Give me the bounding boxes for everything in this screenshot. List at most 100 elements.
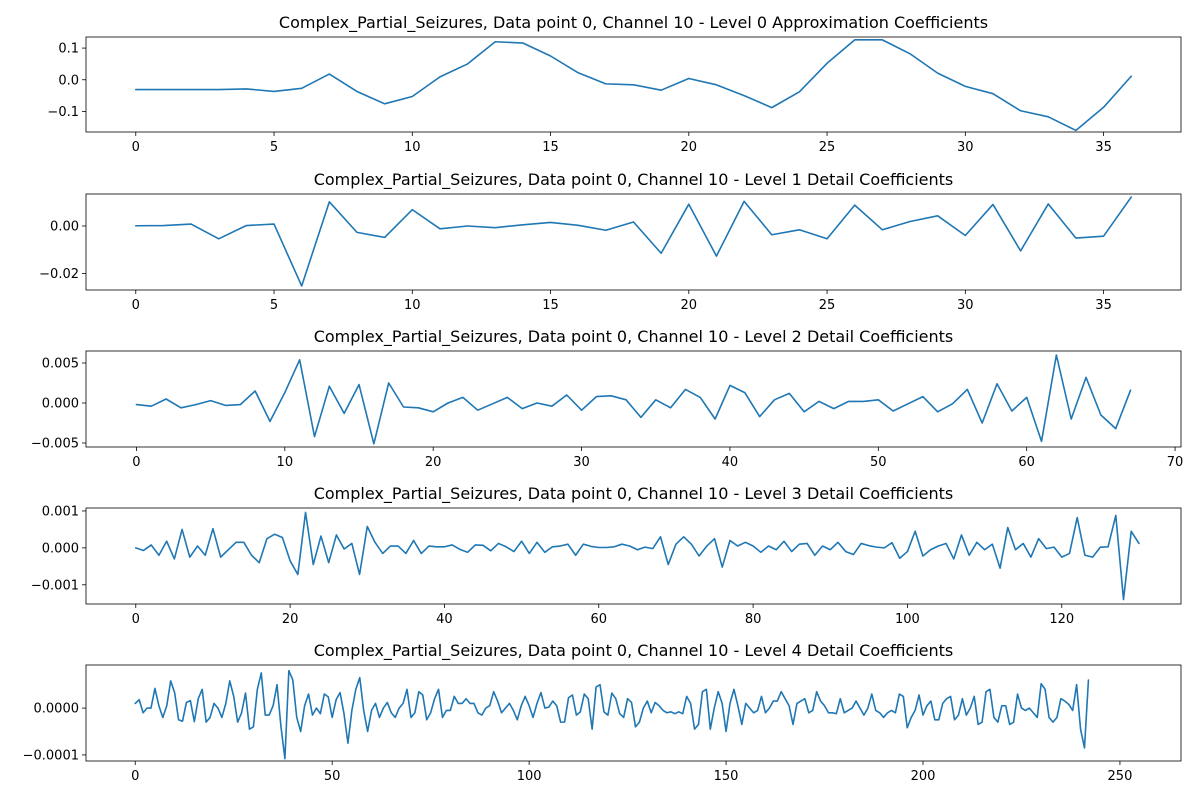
data-point [930, 700, 932, 702]
x-tick-label: 25 [819, 298, 836, 313]
data-point [717, 691, 719, 693]
data-point [492, 403, 494, 405]
x-tick-label: 70 [1167, 455, 1184, 470]
data-point [382, 707, 384, 709]
data-point [1025, 710, 1027, 712]
data-point [698, 724, 700, 726]
data-point [753, 712, 755, 714]
data-point [721, 703, 723, 705]
data-point [1005, 705, 1007, 707]
x-tick-label: 10 [277, 455, 294, 470]
data-point [347, 742, 349, 744]
x-tick-label: 5 [270, 298, 278, 313]
data-point [335, 699, 337, 701]
data-point [895, 712, 897, 714]
y-tick-label: 0.000 [42, 541, 79, 556]
data-point [462, 397, 464, 399]
data-point [328, 385, 330, 387]
data-point [1020, 110, 1022, 112]
data-point [150, 707, 152, 709]
data-point [792, 724, 794, 726]
data-point [189, 700, 191, 702]
data-point [451, 544, 453, 546]
axes-frame [85, 664, 1182, 762]
data-point [528, 705, 530, 707]
data-point [800, 700, 802, 702]
data-point [273, 91, 275, 93]
data-point [174, 692, 176, 694]
data-point [1072, 710, 1074, 712]
data-point [382, 553, 384, 555]
data-point [922, 396, 924, 398]
data-point [843, 712, 845, 714]
data-point [835, 713, 837, 715]
data-point [482, 544, 484, 546]
x-tick-label: 10 [404, 298, 421, 313]
data-point [568, 697, 570, 699]
data-point [953, 558, 955, 560]
data-point [410, 717, 412, 719]
x-tick-label: 150 [714, 769, 739, 784]
data-point [356, 91, 358, 93]
data-point [505, 707, 507, 709]
data-point [996, 383, 998, 385]
data-point [799, 229, 801, 231]
data-point [964, 235, 966, 237]
y-tick-label: −0.001 [31, 578, 79, 593]
data-point [297, 574, 299, 576]
data-point [706, 545, 708, 547]
data-point [220, 556, 222, 558]
y-tick-label: −0.005 [31, 437, 79, 452]
y-tick-label: −0.02 [39, 267, 79, 282]
data-point [135, 547, 137, 549]
x-tick-label: 30 [573, 455, 590, 470]
data-point [135, 225, 137, 227]
data-point [1026, 397, 1028, 399]
data-point [937, 215, 939, 217]
data-point [457, 703, 459, 705]
data-point [154, 688, 156, 690]
data-point [945, 543, 947, 545]
x-tick-label: 0 [132, 140, 140, 155]
data-point [660, 89, 662, 91]
data-point [845, 551, 847, 553]
data-point [420, 553, 422, 555]
data-point [867, 707, 869, 709]
data-point [633, 221, 635, 223]
data-point [683, 536, 685, 538]
data-point [999, 567, 1001, 569]
data-point [902, 695, 904, 697]
data-point [596, 396, 598, 398]
data-point [453, 695, 455, 697]
data-point [958, 714, 960, 716]
data-point [467, 551, 469, 553]
data-point [343, 713, 345, 715]
data-point [698, 555, 700, 557]
data-point [1040, 683, 1042, 685]
data-point [328, 73, 330, 75]
data-point [505, 546, 507, 548]
data-point [887, 712, 889, 714]
data-point [709, 728, 711, 730]
data-point [268, 714, 270, 716]
data-point [631, 702, 633, 704]
data-point [1017, 693, 1019, 695]
data-point [390, 545, 392, 547]
data-point [633, 84, 635, 86]
data-point [359, 677, 361, 679]
data-point [1130, 196, 1132, 198]
data-point [150, 405, 152, 407]
data-point [1001, 705, 1003, 707]
x-tick-label: 20 [681, 140, 698, 155]
data-point [328, 562, 330, 564]
data-point [467, 225, 469, 227]
data-point [716, 84, 718, 86]
data-point [551, 405, 553, 407]
data-point [402, 703, 404, 705]
data-point [973, 695, 975, 697]
data-point [1085, 377, 1087, 379]
data-point [780, 691, 782, 693]
data-point [938, 719, 940, 721]
data-point [961, 698, 963, 700]
